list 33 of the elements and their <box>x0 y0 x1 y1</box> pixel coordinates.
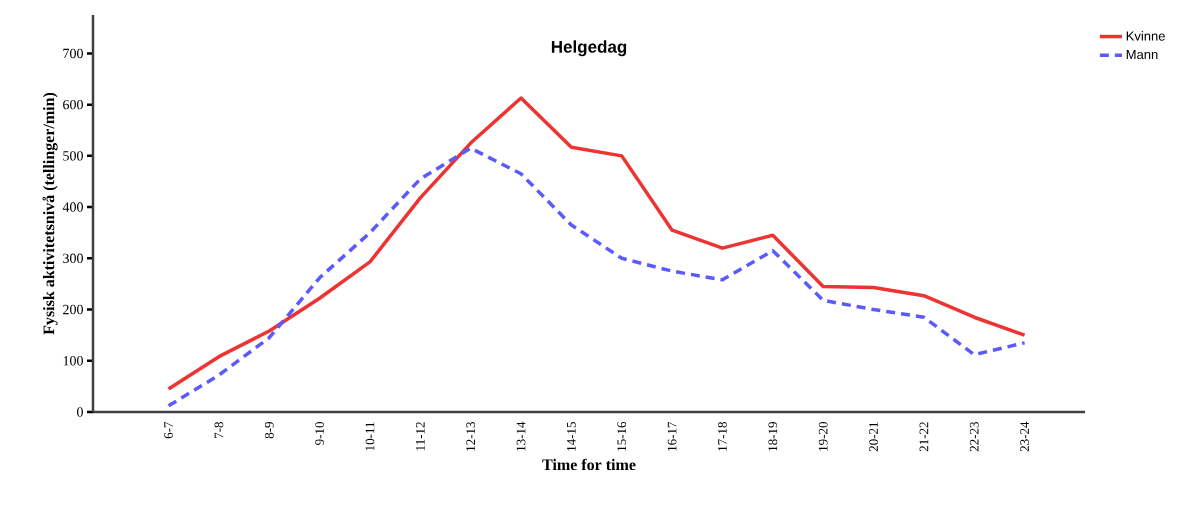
x-tick-label: 13-14 <box>516 421 526 451</box>
x-tick-label: 23-24 <box>1020 421 1029 452</box>
y-axis-title: Fysisk aktivitetsnivå (tellinger/min) <box>42 92 58 335</box>
x-tick-label: 18-19 <box>768 422 778 451</box>
y-tick-label: 300 <box>63 253 83 264</box>
y-tick-label: 0 <box>77 407 83 417</box>
x-tick-label: 20-21 <box>869 422 878 452</box>
y-tick-label: 500 <box>63 151 83 161</box>
x-tick-label: 16-17 <box>667 421 677 451</box>
x-tick-label: 17-18 <box>718 422 727 451</box>
x-tick-label: 21-22 <box>919 422 929 452</box>
y-tick-label: 100 <box>63 356 83 366</box>
x-tick-label: 9-10 <box>315 422 324 445</box>
y-tick-label: 600 <box>63 99 83 110</box>
x-tick-label: 15-16 <box>617 421 627 451</box>
x-tick-label: 8-9 <box>264 422 274 439</box>
text: Helgedag <box>551 40 627 57</box>
y-tick-label: 200 <box>63 304 83 315</box>
x-tick-label: 10-11 <box>365 422 375 451</box>
y-tick-label: 400 <box>62 202 83 212</box>
x-tick-label: 7-8 <box>214 422 224 438</box>
x-tick-label: 6-7 <box>164 421 173 439</box>
line-series <box>166 146 1027 408</box>
x-tick-label: 19-20 <box>818 422 828 451</box>
y-tick-label: 700 <box>63 48 83 59</box>
x-tick-label: 14-15 <box>567 422 576 451</box>
x-tick-label: 11-12 <box>416 422 425 451</box>
legend-label: Kvinne <box>1126 31 1165 41</box>
line-series <box>166 96 1027 391</box>
legend-label: Mann <box>1126 50 1158 60</box>
x-axis-title: Time for time <box>542 458 636 471</box>
x-tick-label: 12-13 <box>466 422 476 451</box>
x-tick-label: 22-23 <box>969 422 979 452</box>
